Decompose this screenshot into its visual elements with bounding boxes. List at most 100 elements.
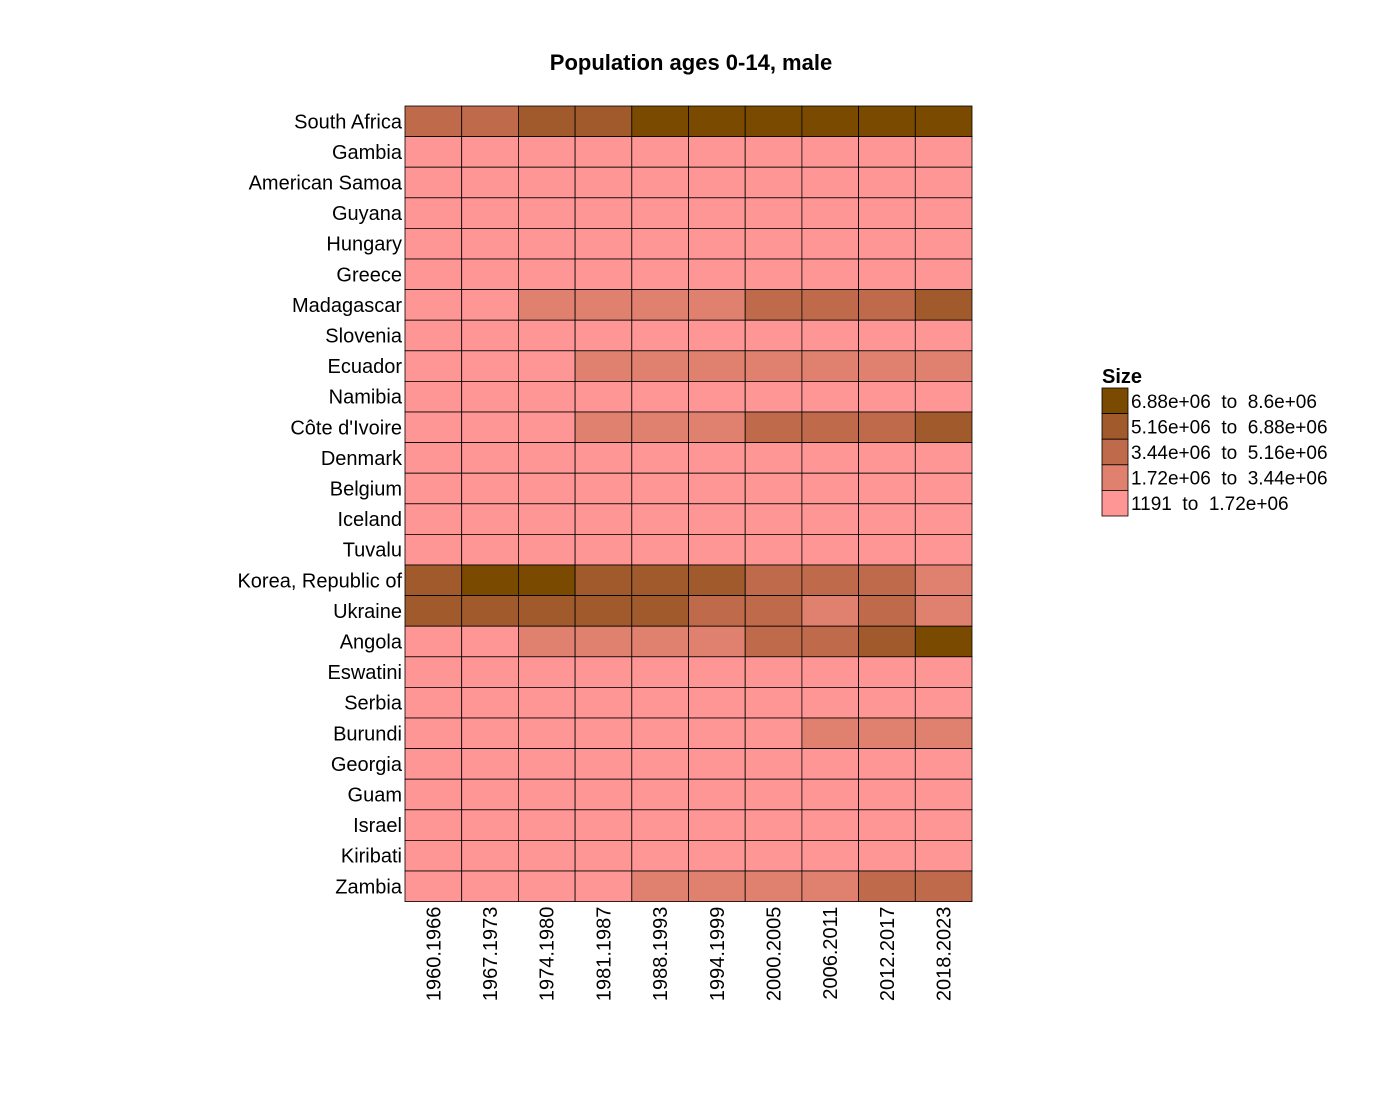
heatmap-cell xyxy=(518,656,576,688)
heatmap-cell xyxy=(688,411,746,444)
heatmap-cell xyxy=(688,380,746,413)
heatmap-cell xyxy=(518,105,576,138)
heatmap-cell xyxy=(688,319,746,352)
heatmap-cell xyxy=(574,595,633,627)
heatmap-cell xyxy=(744,136,803,168)
heatmap-cells xyxy=(404,105,973,903)
heatmap-cell xyxy=(858,350,916,382)
heatmap-cell xyxy=(574,717,633,750)
row-label: Belgium xyxy=(330,479,402,501)
heatmap-cell xyxy=(914,258,973,291)
legend-swatch xyxy=(1101,387,1129,415)
heatmap-cell xyxy=(574,656,633,688)
heatmap-cell xyxy=(914,840,973,872)
row-label: Côte d'Ivoire xyxy=(290,417,402,439)
heatmap-cell xyxy=(801,717,860,750)
heatmap-cell xyxy=(858,748,916,780)
heatmap-cell xyxy=(744,595,803,627)
heatmap-cell xyxy=(574,687,633,719)
heatmap-cell xyxy=(631,105,689,138)
column-label: 2000.2005 xyxy=(764,907,786,1002)
heatmap-cell xyxy=(801,105,860,138)
heatmap-cell xyxy=(858,534,916,566)
heatmap-cell xyxy=(801,227,860,260)
heatmap-cell xyxy=(858,778,916,811)
heatmap-cell xyxy=(404,136,463,168)
heatmap-cell xyxy=(518,625,576,658)
heatmap-cell xyxy=(461,442,519,474)
heatmap-cell xyxy=(631,840,689,872)
heatmap-cell xyxy=(744,350,803,382)
heatmap-cell xyxy=(518,166,576,199)
row-label: Burundi xyxy=(333,723,402,745)
heatmap-cell xyxy=(914,503,973,535)
heatmap-cell xyxy=(858,289,916,321)
heatmap-cell xyxy=(574,503,633,535)
heatmap-cell xyxy=(914,778,973,811)
heatmap-cell xyxy=(801,809,860,841)
heatmap-cell xyxy=(801,595,860,627)
heatmap-cell xyxy=(914,717,973,750)
heatmap-cell xyxy=(461,748,519,780)
heatmap-cell xyxy=(461,809,519,841)
heatmap-cell xyxy=(744,319,803,352)
heatmap-cell xyxy=(858,227,916,260)
heatmap-cell xyxy=(404,595,463,627)
heatmap-cell xyxy=(914,809,973,841)
heatmap-cell xyxy=(914,595,973,627)
heatmap-cell xyxy=(801,748,860,780)
heatmap-cell xyxy=(688,350,746,382)
heatmap-cell xyxy=(801,319,860,352)
legend-label: 6.88e+06 to 8.6e+06 xyxy=(1131,392,1317,413)
heatmap-cell xyxy=(404,534,463,566)
heatmap-cell xyxy=(801,503,860,535)
legend-label: 5.16e+06 to 6.88e+06 xyxy=(1131,417,1328,438)
heatmap-cell xyxy=(518,258,576,291)
heatmap-cell xyxy=(574,197,633,229)
row-label: Greece xyxy=(336,264,402,286)
heatmap-cell xyxy=(631,319,689,352)
row-label: Gambia xyxy=(332,142,403,164)
heatmap-cell xyxy=(518,136,576,168)
heatmap-cell xyxy=(858,840,916,872)
heatmap-cell xyxy=(404,319,463,352)
heatmap-cell xyxy=(914,687,973,719)
heatmap-cell xyxy=(858,197,916,229)
heatmap-cell xyxy=(461,840,519,872)
heatmap-cell xyxy=(688,687,746,719)
heatmap-cell xyxy=(744,564,803,597)
row-label: Zambia xyxy=(335,876,403,898)
heatmap-cell xyxy=(744,809,803,841)
heatmap-cell xyxy=(744,870,803,903)
heatmap-cell xyxy=(574,472,633,505)
heatmap-cell xyxy=(404,258,463,291)
heatmap-cell xyxy=(631,778,689,811)
row-label: American Samoa xyxy=(249,173,403,195)
heatmap-cell xyxy=(461,595,519,627)
heatmap-cell xyxy=(801,625,860,658)
heatmap-cell xyxy=(858,687,916,719)
row-label: Eswatini xyxy=(328,662,402,684)
heatmap-cell xyxy=(631,166,689,199)
heatmap-cell xyxy=(461,166,519,199)
heatmap-cell xyxy=(688,534,746,566)
heatmap-cell xyxy=(461,350,519,382)
heatmap-cell xyxy=(461,778,519,811)
heatmap-cell xyxy=(518,748,576,780)
heatmap-cell xyxy=(574,870,633,903)
heatmap-cell xyxy=(404,105,463,138)
heatmap-cell xyxy=(801,687,860,719)
heatmap-cell xyxy=(801,534,860,566)
heatmap-cell xyxy=(688,625,746,658)
heatmap-cell xyxy=(518,534,576,566)
column-label: 2006.2011 xyxy=(820,907,842,1000)
column-label: 1967.1973 xyxy=(480,907,502,1002)
heatmap-cell xyxy=(631,687,689,719)
heatmap-cell xyxy=(801,411,860,444)
heatmap-cell xyxy=(744,411,803,444)
heatmap-cell xyxy=(688,564,746,597)
heatmap-cell xyxy=(631,227,689,260)
heatmap-cell xyxy=(914,472,973,505)
legend-swatch xyxy=(1101,438,1129,466)
heatmap-cell xyxy=(858,380,916,413)
